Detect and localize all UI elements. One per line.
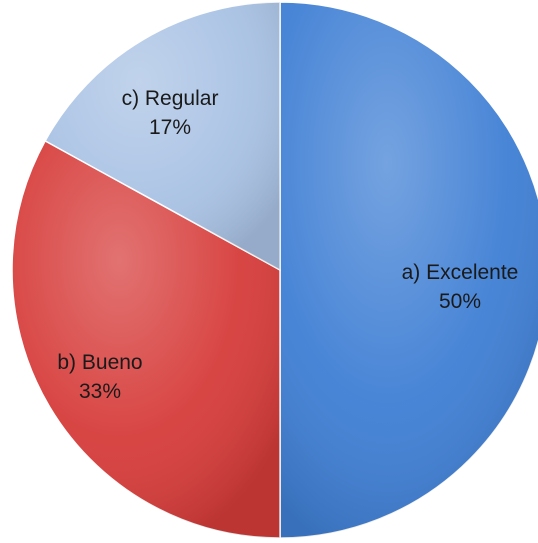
slice-category-label-3: c) Regular [122, 87, 219, 110]
pie-slice-shading-1 [280, 2, 538, 538]
slices-layer [11, 1, 538, 539]
pie-slice-shading-2 [11, 140, 280, 538]
slice-category-label-2: b) Bueno [57, 351, 142, 374]
labels-layer: a) Excelente 50% b) Bueno 33% c) Regular 17% [57, 87, 518, 403]
slice-value-label-2: 33% [79, 380, 121, 403]
pie-slice-shading-3 [45, 2, 280, 270]
slice-value-label-3: 17% [149, 116, 191, 139]
slice-value-label-1: 50% [439, 290, 481, 313]
slice-category-label-1: a) Excelente [402, 261, 519, 284]
